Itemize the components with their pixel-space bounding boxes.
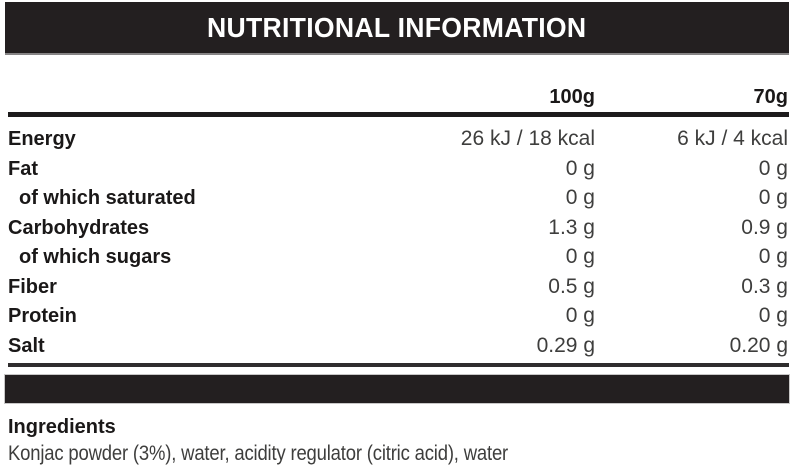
row-value-100g: 1.3 g	[548, 215, 595, 239]
row-value-70g: 0.9 g	[741, 215, 788, 239]
row-value-100g: 0 g	[565, 186, 595, 209]
row-value-100g: 0.29 g	[536, 333, 595, 357]
table-row: of which sugars 0 g 0 g	[8, 242, 788, 272]
divider-thin	[8, 363, 789, 367]
row-label: of which saturated	[19, 187, 196, 209]
row-value-100g: 26 kJ / 18 kcal	[460, 127, 595, 150]
row-label: of which sugars	[19, 246, 172, 268]
row-value-100g: 0.5 g	[548, 274, 595, 298]
row-label: Fat	[8, 157, 38, 180]
table-row: Carbohydrates 1.3 g 0.9 g	[8, 213, 788, 243]
table-row: Energy 26 kJ / 18 kcal 6 kJ / 4 kcal	[8, 124, 788, 154]
row-label: Protein	[8, 305, 77, 327]
row-value-70g: 0 g	[758, 186, 788, 209]
table-row: Fat 0 g 0 g	[8, 154, 788, 184]
row-value-100g: 0 g	[565, 156, 595, 180]
column-header-100g: 100g	[549, 86, 595, 108]
title-bar: NUTRITIONAL INFORMATION	[5, 2, 789, 53]
page-title: NUTRITIONAL INFORMATION	[207, 11, 587, 43]
row-label: Carbohydrates	[8, 216, 150, 239]
ingredients-heading: Ingredients	[8, 416, 116, 438]
row-value-70g: 0 g	[758, 156, 788, 180]
row-value-70g: 0 g	[758, 245, 788, 268]
row-value-70g: 0.3 g	[741, 274, 788, 298]
table-row: Salt 0.29 g 0.20 g	[8, 331, 788, 361]
divider-thick	[8, 112, 789, 117]
row-label: Salt	[8, 334, 45, 357]
row-value-70g: 6 kJ / 4 kcal	[677, 127, 788, 150]
table-row: of which saturated 0 g 0 g	[8, 183, 788, 213]
ingredients-text: Konjac powder (3%), water, acidity regul…	[8, 442, 509, 465]
table-row: Fiber 0.5 g 0.3 g	[8, 272, 788, 302]
row-label: Energy	[8, 128, 76, 150]
row-label: Fiber	[8, 275, 57, 298]
row-value-100g: 0 g	[565, 245, 595, 268]
ingredients-section: Ingredients Konjac powder (3%), water, a…	[8, 414, 788, 468]
row-value-70g: 0.20 g	[729, 333, 788, 357]
row-value-100g: 0 g	[565, 304, 595, 327]
table-row: Protein 0 g 0 g	[8, 301, 788, 331]
column-header-70g: 70g	[753, 86, 788, 108]
nutrition-rows: Energy 26 kJ / 18 kcal 6 kJ / 4 kcal Fat…	[8, 124, 788, 360]
row-value-70g: 0 g	[758, 304, 788, 327]
column-headers: 100g 70g	[8, 82, 788, 112]
separator-bar	[5, 375, 789, 403]
